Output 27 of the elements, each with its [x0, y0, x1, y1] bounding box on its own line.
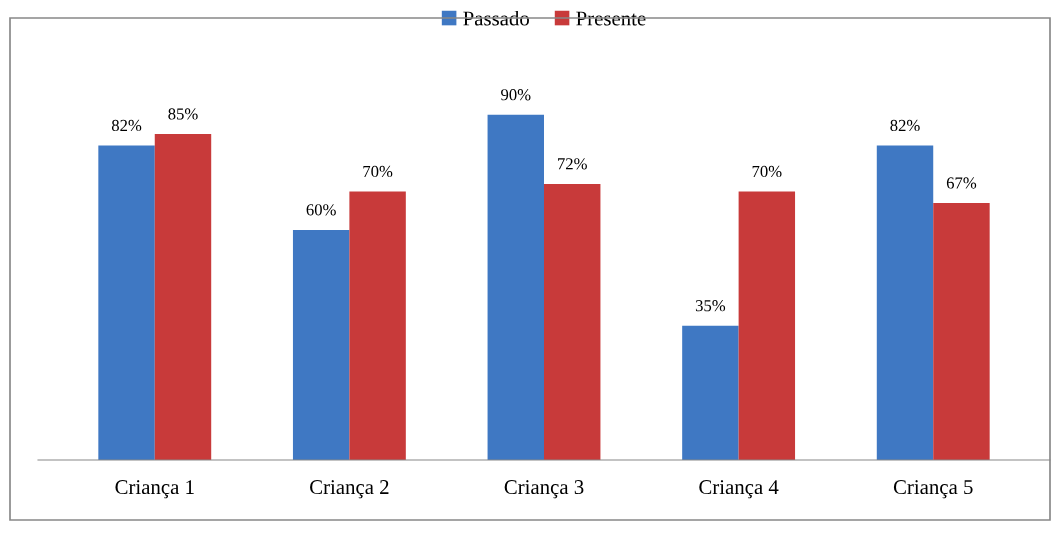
- bar: [98, 145, 155, 460]
- data-label: 60%: [306, 204, 336, 216]
- data-label: 67%: [946, 177, 977, 189]
- bar: [349, 191, 406, 460]
- data-label: 35%: [695, 300, 726, 312]
- bar: [154, 134, 212, 460]
- data-label: 82%: [111, 119, 142, 132]
- data-label: 72%: [558, 158, 587, 170]
- data-label: 70%: [363, 165, 393, 178]
- data-label: 70%: [752, 165, 782, 178]
- x-tick-label: Criança 5: [893, 480, 973, 499]
- bar: [933, 203, 990, 460]
- legend-label: Presente: [576, 11, 646, 26]
- bar: [876, 145, 934, 460]
- legend-label: Passado: [463, 10, 529, 26]
- x-tick-label: Criança 4: [699, 480, 779, 499]
- bar: [544, 183, 601, 460]
- x-tick-label: Criança 2: [310, 480, 389, 499]
- data-label: 82%: [890, 119, 920, 132]
- bar: [738, 191, 796, 460]
- data-label: 85%: [168, 108, 198, 120]
- bar: [682, 325, 739, 460]
- x-tick-label: Criança 1: [115, 480, 194, 499]
- bar: [487, 114, 544, 460]
- data-label: 90%: [501, 89, 531, 101]
- bar: [292, 229, 350, 460]
- x-tick-label: Criança 3: [504, 480, 584, 499]
